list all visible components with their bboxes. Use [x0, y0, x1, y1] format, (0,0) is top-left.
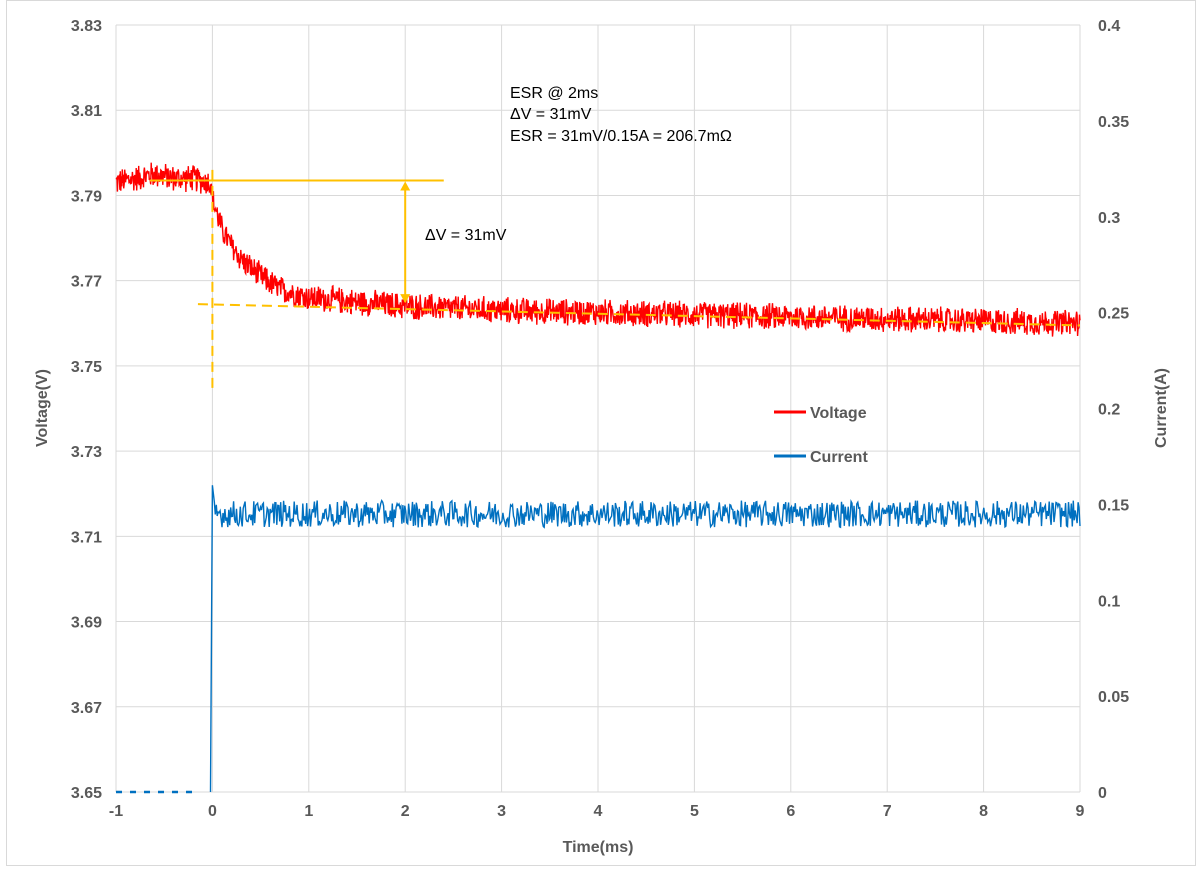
- esr-calc: ESR = 31mV/0.15A = 206.7mΩ: [510, 128, 732, 145]
- arrow-label: ΔV = 31mV: [425, 227, 507, 244]
- legend-label-current: Current: [810, 449, 868, 466]
- legend-label-voltage: Voltage: [810, 405, 867, 422]
- y-left-tick-label: 3.65: [71, 785, 102, 802]
- y-left-tick-label: 3.67: [71, 700, 102, 717]
- voltage-series-line: [115, 162, 1081, 337]
- y-right-tick-label: 0.3: [1098, 210, 1120, 227]
- x-tick-label: 6: [786, 803, 795, 820]
- y-right-tick-label: 0.1: [1098, 593, 1120, 610]
- y-left-tick-label: 3.71: [71, 529, 102, 546]
- x-tick-label: 5: [690, 803, 699, 820]
- chart-frame: [6, 0, 1196, 866]
- x-tick-label: 1: [304, 803, 313, 820]
- y-right-tick-label: 0.05: [1098, 689, 1129, 706]
- delta-arrow-head-up: [400, 181, 411, 191]
- y-left-tick-label: 3.77: [71, 274, 102, 291]
- annotations: [149, 169, 1081, 392]
- y-left-tick-label: 3.73: [71, 444, 102, 461]
- delta-arrow-head-down: [400, 294, 411, 304]
- esr-delta: ΔV = 31mV: [510, 106, 592, 123]
- x-tick-label: 7: [883, 803, 892, 820]
- y-axis-left-title: Voltage(V): [34, 369, 51, 447]
- y-right-tick-label: 0.35: [1098, 114, 1129, 131]
- x-tick-label: 9: [1076, 803, 1085, 820]
- x-tick-label: 0: [208, 803, 217, 820]
- x-tick-label: 4: [594, 803, 603, 820]
- series: [115, 162, 1081, 794]
- y-left-tick-label: 3.79: [71, 188, 102, 205]
- legend: Voltage Current: [774, 405, 868, 466]
- esr-title: ESR @ 2ms: [510, 85, 598, 102]
- current-series-line: [209, 485, 1081, 793]
- y-axis-right-title: Current(A): [1153, 368, 1170, 448]
- esr-annotation: ESR @ 2ms ΔV = 31mV ESR = 31mV/0.15A = 2…: [425, 85, 732, 244]
- y-right-tick-label: 0: [1098, 785, 1107, 802]
- y-left-tick-label: 3.81: [71, 103, 102, 120]
- y-left-tick-label: 3.83: [71, 18, 102, 35]
- y-right-tick-label: 0.15: [1098, 497, 1129, 514]
- x-tick-label: -1: [109, 803, 123, 820]
- axes: -1 0 1 2 3 4 5 6 7 8 9 3.65 3.67 3.69 3.71 3.73 3.75 3.77…: [71, 18, 1129, 820]
- trend-dashed-line: [197, 303, 1081, 327]
- y-right-tick-label: 0.4: [1098, 18, 1120, 35]
- y-left-tick-label: 3.69: [71, 615, 102, 632]
- y-right-tick-label: 0.25: [1098, 306, 1129, 323]
- grid: [115, 24, 1081, 793]
- x-tick-label: 8: [979, 803, 988, 820]
- y-right-tick-label: 0.2: [1098, 402, 1120, 419]
- y-left-tick-label: 3.75: [71, 359, 102, 376]
- x-axis-title: Time(ms): [563, 839, 634, 856]
- x-tick-label: 2: [401, 803, 410, 820]
- x-tick-label: 3: [497, 803, 506, 820]
